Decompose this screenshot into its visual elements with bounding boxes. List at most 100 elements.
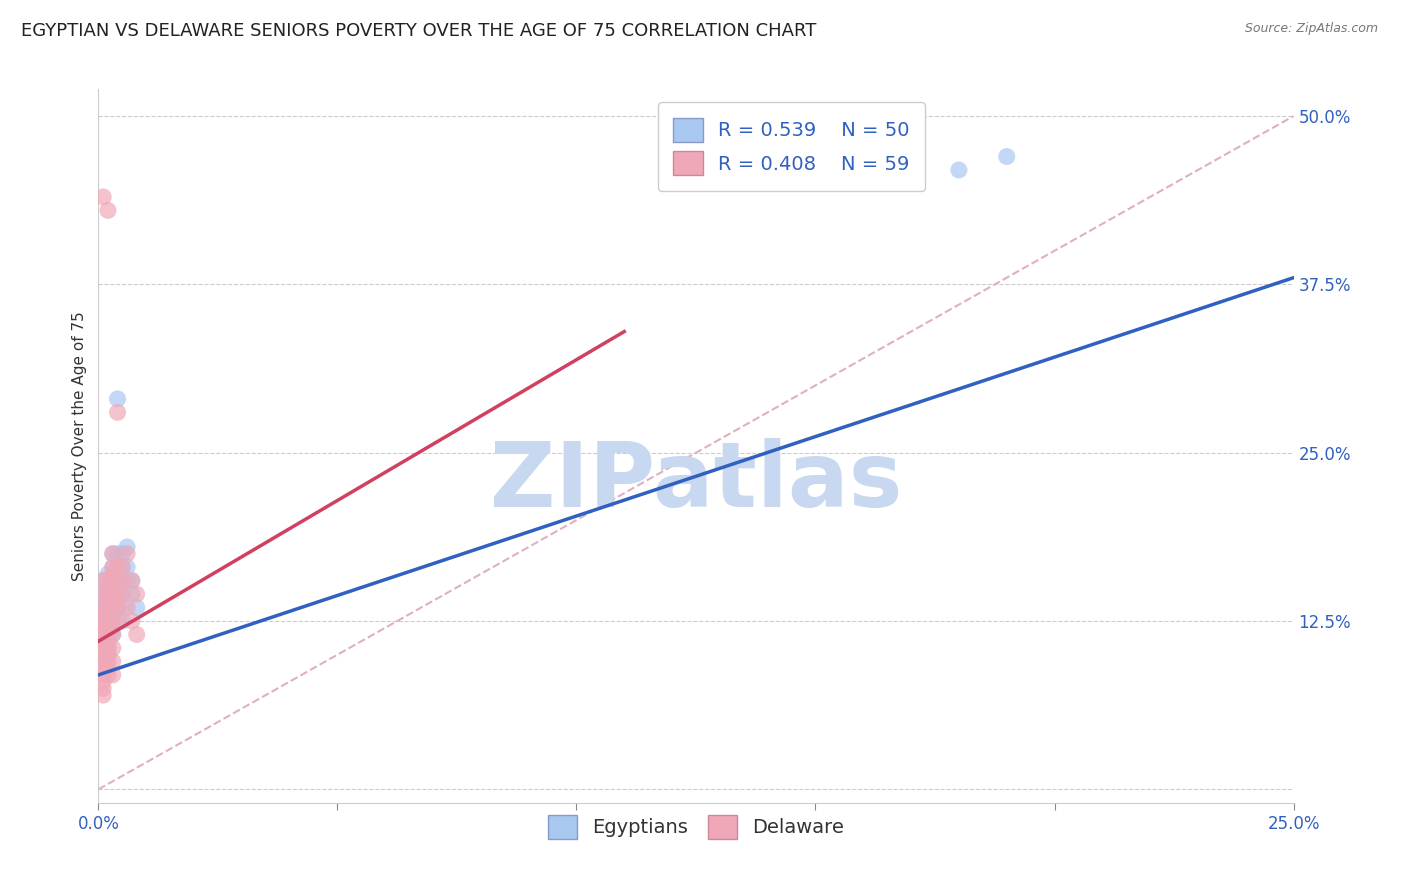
Point — [97, 587, 120, 601]
Point — [101, 614, 124, 628]
Legend: Egyptians, Delaware: Egyptians, Delaware — [540, 807, 852, 847]
Point — [101, 640, 124, 655]
Point — [121, 587, 143, 601]
Point — [97, 661, 120, 675]
Point — [101, 621, 124, 635]
Point — [111, 574, 134, 588]
Point — [101, 547, 124, 561]
Point — [97, 668, 120, 682]
Point — [91, 674, 114, 689]
Point — [91, 614, 114, 628]
Point — [97, 640, 120, 655]
Point — [101, 600, 124, 615]
Point — [97, 648, 120, 662]
Point — [90, 621, 112, 635]
Point — [97, 621, 120, 635]
Point — [91, 640, 114, 655]
Text: Source: ZipAtlas.com: Source: ZipAtlas.com — [1244, 22, 1378, 36]
Point — [107, 600, 129, 615]
Point — [948, 163, 970, 178]
Point — [91, 640, 114, 655]
Point — [97, 634, 120, 648]
Point — [90, 627, 112, 641]
Point — [101, 560, 124, 574]
Text: EGYPTIAN VS DELAWARE SENIORS POVERTY OVER THE AGE OF 75 CORRELATION CHART: EGYPTIAN VS DELAWARE SENIORS POVERTY OVE… — [21, 22, 817, 40]
Point — [97, 614, 120, 628]
Point — [97, 634, 120, 648]
Y-axis label: Seniors Poverty Over the Age of 75: Seniors Poverty Over the Age of 75 — [72, 311, 87, 581]
Point — [91, 627, 114, 641]
Point — [97, 574, 120, 588]
Point — [91, 190, 114, 204]
Point — [91, 621, 114, 635]
Point — [107, 560, 129, 574]
Point — [107, 587, 129, 601]
Point — [97, 627, 120, 641]
Point — [115, 560, 138, 574]
Point — [125, 600, 148, 615]
Point — [97, 587, 120, 601]
Point — [101, 607, 124, 622]
Point — [101, 668, 124, 682]
Point — [101, 560, 124, 574]
Point — [115, 574, 138, 588]
Point — [121, 574, 143, 588]
Point — [101, 587, 124, 601]
Point — [97, 594, 120, 608]
Point — [97, 648, 120, 662]
Point — [97, 655, 120, 669]
Point — [107, 614, 129, 628]
Point — [97, 640, 120, 655]
Point — [91, 627, 114, 641]
Point — [101, 655, 124, 669]
Point — [101, 627, 124, 641]
Point — [107, 560, 129, 574]
Point — [121, 614, 143, 628]
Point — [101, 594, 124, 608]
Point — [101, 587, 124, 601]
Point — [91, 600, 114, 615]
Point — [107, 405, 129, 419]
Point — [97, 600, 120, 615]
Point — [125, 627, 148, 641]
Point — [107, 587, 129, 601]
Point — [97, 566, 120, 581]
Point — [97, 621, 120, 635]
Point — [111, 574, 134, 588]
Point — [91, 655, 114, 669]
Point — [91, 574, 114, 588]
Point — [101, 627, 124, 641]
Point — [97, 607, 120, 622]
Point — [101, 574, 124, 588]
Point — [115, 600, 138, 615]
Text: ZIPatlas: ZIPatlas — [489, 438, 903, 525]
Point — [91, 600, 114, 615]
Point — [125, 587, 148, 601]
Point — [111, 587, 134, 601]
Point — [97, 600, 120, 615]
Point — [101, 594, 124, 608]
Point — [91, 681, 114, 696]
Point — [91, 688, 114, 702]
Point — [101, 566, 124, 581]
Point — [107, 392, 129, 406]
Point — [91, 574, 114, 588]
Point — [97, 614, 120, 628]
Point — [91, 634, 114, 648]
Point — [91, 648, 114, 662]
Point — [107, 600, 129, 615]
Point — [107, 547, 129, 561]
Point — [111, 560, 134, 574]
Point — [101, 614, 124, 628]
Point — [115, 540, 138, 554]
Point — [97, 580, 120, 594]
Point — [107, 574, 129, 588]
Point — [91, 661, 114, 675]
Point — [101, 580, 124, 594]
Point — [111, 547, 134, 561]
Point — [111, 587, 134, 601]
Point — [91, 668, 114, 682]
Point — [115, 547, 138, 561]
Point — [101, 600, 124, 615]
Point — [101, 547, 124, 561]
